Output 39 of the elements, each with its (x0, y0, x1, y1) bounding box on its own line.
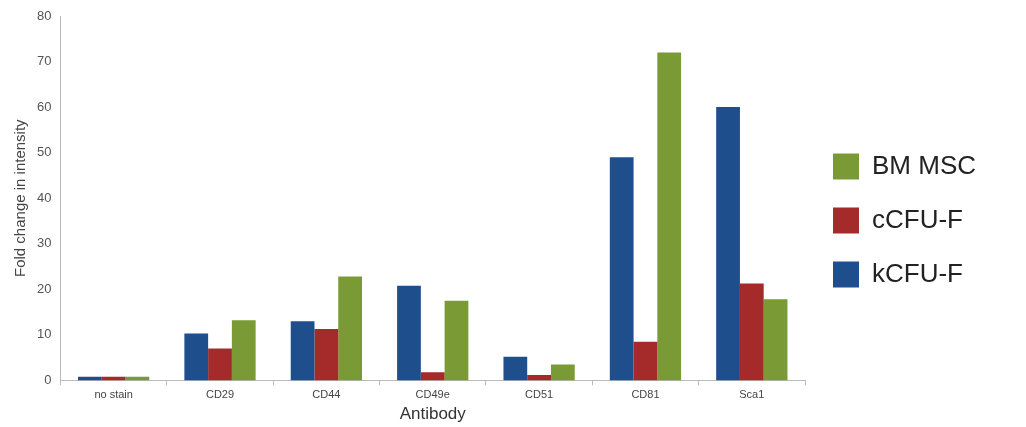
y-tick-label: 20 (36, 280, 52, 296)
x-tick-label: CD51 (525, 388, 554, 401)
x-tick-label: CD29 (205, 388, 235, 401)
bar (184, 333, 209, 381)
bar (231, 320, 256, 381)
x-tick-label: CD81 (631, 388, 660, 401)
y-tick-label: 80 (36, 7, 52, 23)
bar (739, 283, 764, 381)
x-tick-label: CD44 (312, 388, 341, 401)
bar (420, 372, 445, 381)
y-tick-label: 60 (36, 98, 52, 114)
y-tick-label: 0 (44, 371, 52, 387)
legend-label: cCFU-F (872, 203, 963, 234)
y-tick-label: 40 (36, 189, 52, 205)
bar (290, 321, 315, 381)
bar (550, 364, 575, 381)
legend-label: kCFU-F (872, 257, 963, 288)
x-tick-label: CD49e (415, 388, 450, 401)
bar (338, 276, 362, 381)
bar (609, 157, 634, 381)
bar (208, 348, 232, 381)
bar (397, 285, 421, 381)
y-tick-label: 10 (36, 326, 52, 342)
y-axis-title: Fold change in intensity (11, 118, 29, 277)
bar (444, 300, 469, 381)
x-tick-label: no stain (94, 388, 133, 401)
y-tick-label: 30 (36, 235, 52, 251)
bar (503, 356, 528, 381)
bar (716, 107, 740, 381)
bar (527, 374, 551, 381)
legend-label: BM MSC (872, 149, 976, 180)
bar (763, 299, 788, 381)
x-tick-label: Sca1 (739, 388, 765, 401)
y-tick-label: 50 (36, 144, 52, 160)
bar (314, 328, 339, 381)
bar (657, 52, 682, 381)
y-tick-label: 70 (36, 53, 52, 69)
x-axis-title: Antibody (399, 404, 467, 424)
bar (633, 341, 658, 381)
